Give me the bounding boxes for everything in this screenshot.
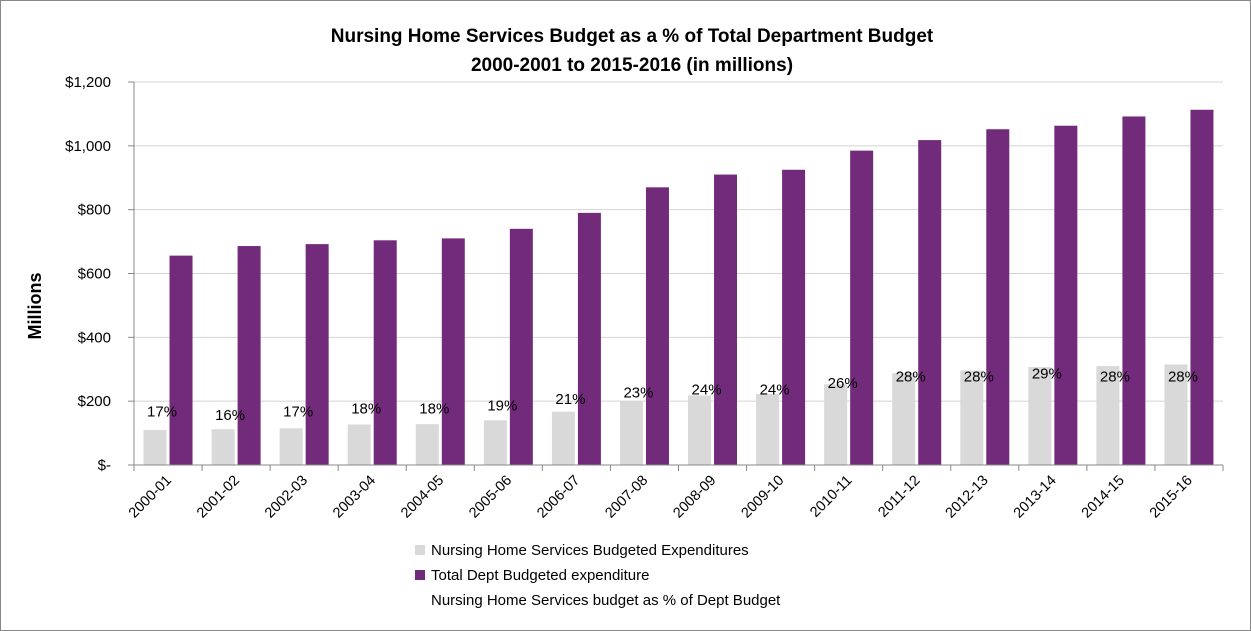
bar-total-dept-2013-14 <box>1054 125 1078 465</box>
y-axis-ticks: $- $200 $400 $600 $800 $1,000 $1,200 <box>65 74 134 474</box>
percent-label-2008-09: 24% <box>692 381 722 398</box>
y-tick-label: $1,000 <box>65 138 111 155</box>
bar-nursing-home-2000-01 <box>143 429 167 465</box>
legend-swatch-nursing-home <box>415 545 425 555</box>
percent-label-2015-16: 28% <box>1168 369 1198 386</box>
x-tick-label: 2013-14 <box>1011 473 1060 522</box>
bar-total-dept-2003-04 <box>373 240 397 465</box>
bar-nursing-home-2012-13 <box>960 370 984 465</box>
percent-label-2012-13: 28% <box>964 369 994 386</box>
legend-label-nursing-home: Nursing Home Services Budgeted Expenditu… <box>431 542 749 559</box>
chart-title: Nursing Home Services Budget as a % of T… <box>331 26 934 47</box>
percent-label-2001-02: 16% <box>215 407 245 424</box>
y-tick-label: $800 <box>78 202 111 219</box>
bar-nursing-home-2011-12 <box>892 373 916 465</box>
bar-nursing-home-2002-03 <box>279 428 303 465</box>
percent-label-2007-08: 23% <box>623 385 653 402</box>
legend: Nursing Home Services Budgeted Expenditu… <box>415 542 781 609</box>
percent-label-2010-11: 26% <box>828 375 858 392</box>
y-tick-label: $- <box>98 457 111 474</box>
bar-total-dept-2007-08 <box>645 187 669 465</box>
chart-subtitle: 2000-2001 to 2015-2016 (in millions) <box>471 55 793 76</box>
x-tick-label: 2011-12 <box>875 473 923 521</box>
bar-nursing-home-2005-06 <box>483 420 507 465</box>
bar-nursing-home-2007-08 <box>619 401 643 465</box>
percent-label-2004-05: 18% <box>419 401 449 418</box>
bar-total-dept-2000-01 <box>169 255 193 465</box>
bar-nursing-home-2014-15 <box>1096 366 1120 465</box>
x-tick-label: 2012-13 <box>943 473 992 522</box>
bar-total-dept-2005-06 <box>509 228 533 465</box>
bar-total-dept-2011-12 <box>918 140 942 466</box>
y-tick-label: $400 <box>78 329 111 346</box>
x-tick-label: 2004-05 <box>398 473 447 522</box>
x-tick-label: 2009-10 <box>738 473 787 522</box>
bar-nursing-home-2009-10 <box>756 394 780 465</box>
percent-label-2003-04: 18% <box>351 401 381 418</box>
bar-total-dept-2009-10 <box>782 169 806 466</box>
percent-label-2000-01: 17% <box>147 404 177 421</box>
bar-total-dept-2004-05 <box>441 238 465 465</box>
bar-total-dept-2006-07 <box>577 212 601 465</box>
bars <box>143 109 1214 466</box>
bar-nursing-home-2008-09 <box>688 395 712 465</box>
x-tick-label: 2006-07 <box>534 473 583 522</box>
bar-nursing-home-2006-07 <box>551 411 575 465</box>
x-tick-label: 2002-03 <box>262 473 311 522</box>
legend-label-percent: Nursing Home Services budget as % of Dep… <box>431 592 781 609</box>
percent-label-2006-07: 21% <box>555 391 585 408</box>
bar-nursing-home-2015-16 <box>1164 364 1188 465</box>
y-tick-label: $200 <box>78 393 111 410</box>
legend-swatch-total-dept <box>415 570 425 580</box>
x-axis-ticks: 2000-01 2001-02 2002-03 2003-04 2004-05 2005-… <box>126 465 1224 522</box>
x-tick-label: 2010-11 <box>807 473 855 521</box>
percent-label-2005-06: 19% <box>487 397 517 414</box>
y-axis-label: Millions <box>25 273 45 340</box>
y-tick-label: $600 <box>78 266 111 283</box>
x-tick-label: 2000-01 <box>126 473 175 522</box>
bar-nursing-home-2001-02 <box>211 429 235 465</box>
x-tick-label: 2001-02 <box>194 473 243 522</box>
bar-total-dept-2014-15 <box>1122 116 1146 465</box>
bar-nursing-home-2010-11 <box>824 384 848 465</box>
y-tick-label: $1,200 <box>65 74 111 91</box>
bar-total-dept-2001-02 <box>237 246 261 465</box>
percent-label-2011-12: 28% <box>896 369 926 386</box>
percent-label-2009-10: 24% <box>760 381 790 398</box>
x-tick-label: 2014-15 <box>1079 473 1128 522</box>
x-tick-label: 2008-09 <box>670 473 719 522</box>
percent-label-2013-14: 29% <box>1032 365 1062 382</box>
percent-label-2002-03: 17% <box>283 404 313 421</box>
percent-label-2014-15: 28% <box>1100 369 1130 386</box>
legend-label-total-dept: Total Dept Budgeted expenditure <box>431 567 650 584</box>
x-tick-label: 2007-08 <box>602 473 651 522</box>
bar-nursing-home-2013-14 <box>1028 367 1052 465</box>
bar-nursing-home-2004-05 <box>415 424 439 465</box>
bar-nursing-home-2003-04 <box>347 424 371 465</box>
x-tick-label: 2003-04 <box>330 473 379 522</box>
bar-total-dept-2015-16 <box>1190 109 1214 465</box>
x-tick-label: 2015-16 <box>1147 473 1196 522</box>
bar-total-dept-2002-03 <box>305 244 329 465</box>
bar-total-dept-2008-09 <box>714 174 738 465</box>
bar-total-dept-2012-13 <box>986 129 1010 465</box>
bar-total-dept-2010-11 <box>850 150 874 465</box>
x-tick-label: 2005-06 <box>466 473 515 522</box>
percent-labels: 17% 16% 17% 18% 18% 19% 21% 23% 24% 24% 26% 28% 28% 2… <box>147 365 1198 423</box>
